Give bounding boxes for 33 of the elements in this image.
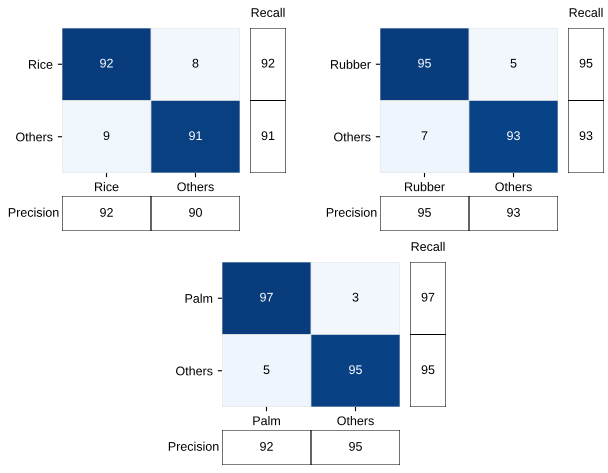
text: Recall — [570, 8, 603, 18]
text: 95 — [422, 365, 434, 374]
text: Precision — [168, 442, 218, 451]
data-label: 95 — [418, 58, 431, 68]
text: 92 — [100, 208, 113, 217]
data-label: 8 — [192, 58, 198, 68]
text: 95 — [580, 58, 592, 68]
x-tick-label: Rice — [95, 182, 118, 192]
text: 95 — [349, 442, 362, 451]
data-label: 95 — [349, 365, 362, 374]
text: Recall — [252, 8, 285, 18]
data-label: 97 — [260, 292, 273, 302]
text: 97 — [422, 292, 434, 302]
data-label: 92 — [100, 58, 113, 68]
text: Precision — [8, 208, 58, 217]
text: 91 — [262, 131, 274, 140]
text: Recall — [412, 242, 445, 252]
text: 95 — [418, 208, 431, 217]
data-label: 9 — [104, 131, 110, 140]
text: 93 — [507, 208, 520, 217]
text: 93 — [580, 131, 592, 140]
text: 92 — [262, 58, 274, 68]
data-label: 3 — [352, 292, 358, 302]
text: Precision — [326, 208, 376, 217]
x-tick-label: Rubber — [405, 182, 445, 192]
text: 92 — [260, 442, 273, 451]
data-label: 93 — [507, 131, 520, 140]
data-label: 91 — [189, 131, 202, 140]
text: 90 — [189, 208, 202, 217]
data-label: 7 — [422, 131, 428, 140]
data-label: 5 — [264, 365, 270, 374]
data-label: 5 — [510, 58, 516, 68]
x-tick-label: Others — [495, 182, 532, 192]
